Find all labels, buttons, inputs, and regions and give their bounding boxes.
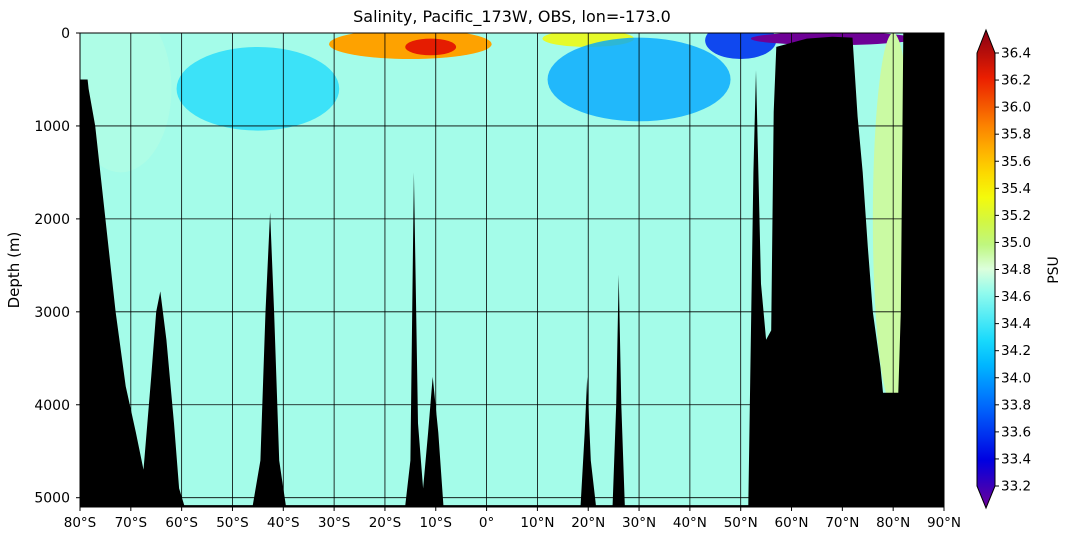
x-tick-label: 30°N bbox=[622, 515, 656, 531]
x-tick-label: 50°N bbox=[724, 515, 758, 531]
grid-lines bbox=[79, 32, 945, 507]
colorbar-tick-label: 36.4 bbox=[1001, 46, 1031, 62]
salinity-patch-0 bbox=[80, 33, 172, 173]
colorbar-tick-label: 33.2 bbox=[1001, 479, 1031, 495]
chart-title: Salinity, Pacific_173W, OBS, lon=-173.0 bbox=[353, 7, 671, 27]
colorbar-tick-label: 33.8 bbox=[1001, 397, 1031, 413]
y-tick-label: 3000 bbox=[34, 305, 70, 321]
y-tick-label: 4000 bbox=[34, 398, 70, 414]
x-tick-label: 60°N bbox=[775, 515, 809, 531]
colorbar-tick-label: 33.4 bbox=[1001, 451, 1031, 467]
x-tick-label: 60°S bbox=[165, 515, 198, 531]
y-tick-label: 5000 bbox=[34, 491, 70, 507]
x-tick-label: 20°S bbox=[369, 515, 402, 531]
salinity-patch-2 bbox=[405, 38, 457, 56]
x-axis: 80°S 70°S 60°S 50°S 40°S 30°S 20°S 10°S 0° 10°N 20… bbox=[64, 507, 961, 531]
colorbar: 33.2 33.4 33.6 33.8 34.0 34.2 34.4 34.6 34.8 35.0… bbox=[976, 28, 1031, 510]
x-tick-label: 20°N bbox=[571, 515, 605, 531]
x-tick-label: 70°S bbox=[115, 515, 148, 531]
plot-frame bbox=[79, 32, 945, 508]
y-tick-label: 0 bbox=[61, 26, 70, 42]
colorbar-tick-label: 34.4 bbox=[1001, 316, 1031, 332]
colorbar-label: PSU bbox=[1046, 256, 1062, 284]
colorbar-tick-label: 35.0 bbox=[1001, 235, 1031, 251]
colorbar-tick-label: 35.8 bbox=[1001, 127, 1031, 143]
y-tick-label: 2000 bbox=[34, 212, 70, 228]
salinity-patch-5 bbox=[176, 46, 340, 131]
colorbar-tick-label: 34.8 bbox=[1001, 262, 1031, 278]
colorbar-tick-label: 34.0 bbox=[1001, 370, 1031, 386]
colorbar-body bbox=[976, 28, 996, 510]
colorbar-tick-label: 35.4 bbox=[1001, 181, 1031, 197]
x-tick-label: 0° bbox=[479, 515, 494, 531]
x-tick-label: 30°S bbox=[318, 515, 351, 531]
colorbar-ticks: 33.2 33.4 33.6 33.8 34.0 34.2 34.4 34.6 34.8 35.0… bbox=[995, 46, 1031, 495]
colorbar-tick-label: 35.6 bbox=[1001, 154, 1031, 170]
plot-area bbox=[79, 32, 945, 508]
colorbar-tick-label: 34.6 bbox=[1001, 289, 1031, 305]
x-tick-label: 40°N bbox=[673, 515, 707, 531]
x-tick-label: 10°S bbox=[420, 515, 453, 531]
colorbar-tick-label: 36.0 bbox=[1001, 100, 1031, 116]
x-tick-label: 80°N bbox=[876, 515, 910, 531]
seafloor-land-mask bbox=[80, 33, 944, 507]
x-tick-label: 40°S bbox=[267, 515, 300, 531]
colorbar-tick-label: 35.2 bbox=[1001, 208, 1031, 224]
colorbar-tick-label: 33.6 bbox=[1001, 424, 1031, 440]
x-tick-label: 80°S bbox=[64, 515, 97, 531]
x-tick-label: 50°S bbox=[216, 515, 249, 531]
y-tick-label: 1000 bbox=[34, 119, 70, 135]
x-tick-label: 90°N bbox=[927, 515, 961, 531]
y-axis: 0 1000 2000 3000 4000 5000 bbox=[34, 26, 80, 507]
colorbar-tick-label: 34.2 bbox=[1001, 343, 1031, 359]
colorbar-tick-label: 36.2 bbox=[1001, 73, 1031, 89]
x-tick-label: 70°N bbox=[825, 515, 859, 531]
x-tick-label: 10°N bbox=[520, 515, 554, 531]
y-axis-label: Depth (m) bbox=[5, 232, 23, 309]
